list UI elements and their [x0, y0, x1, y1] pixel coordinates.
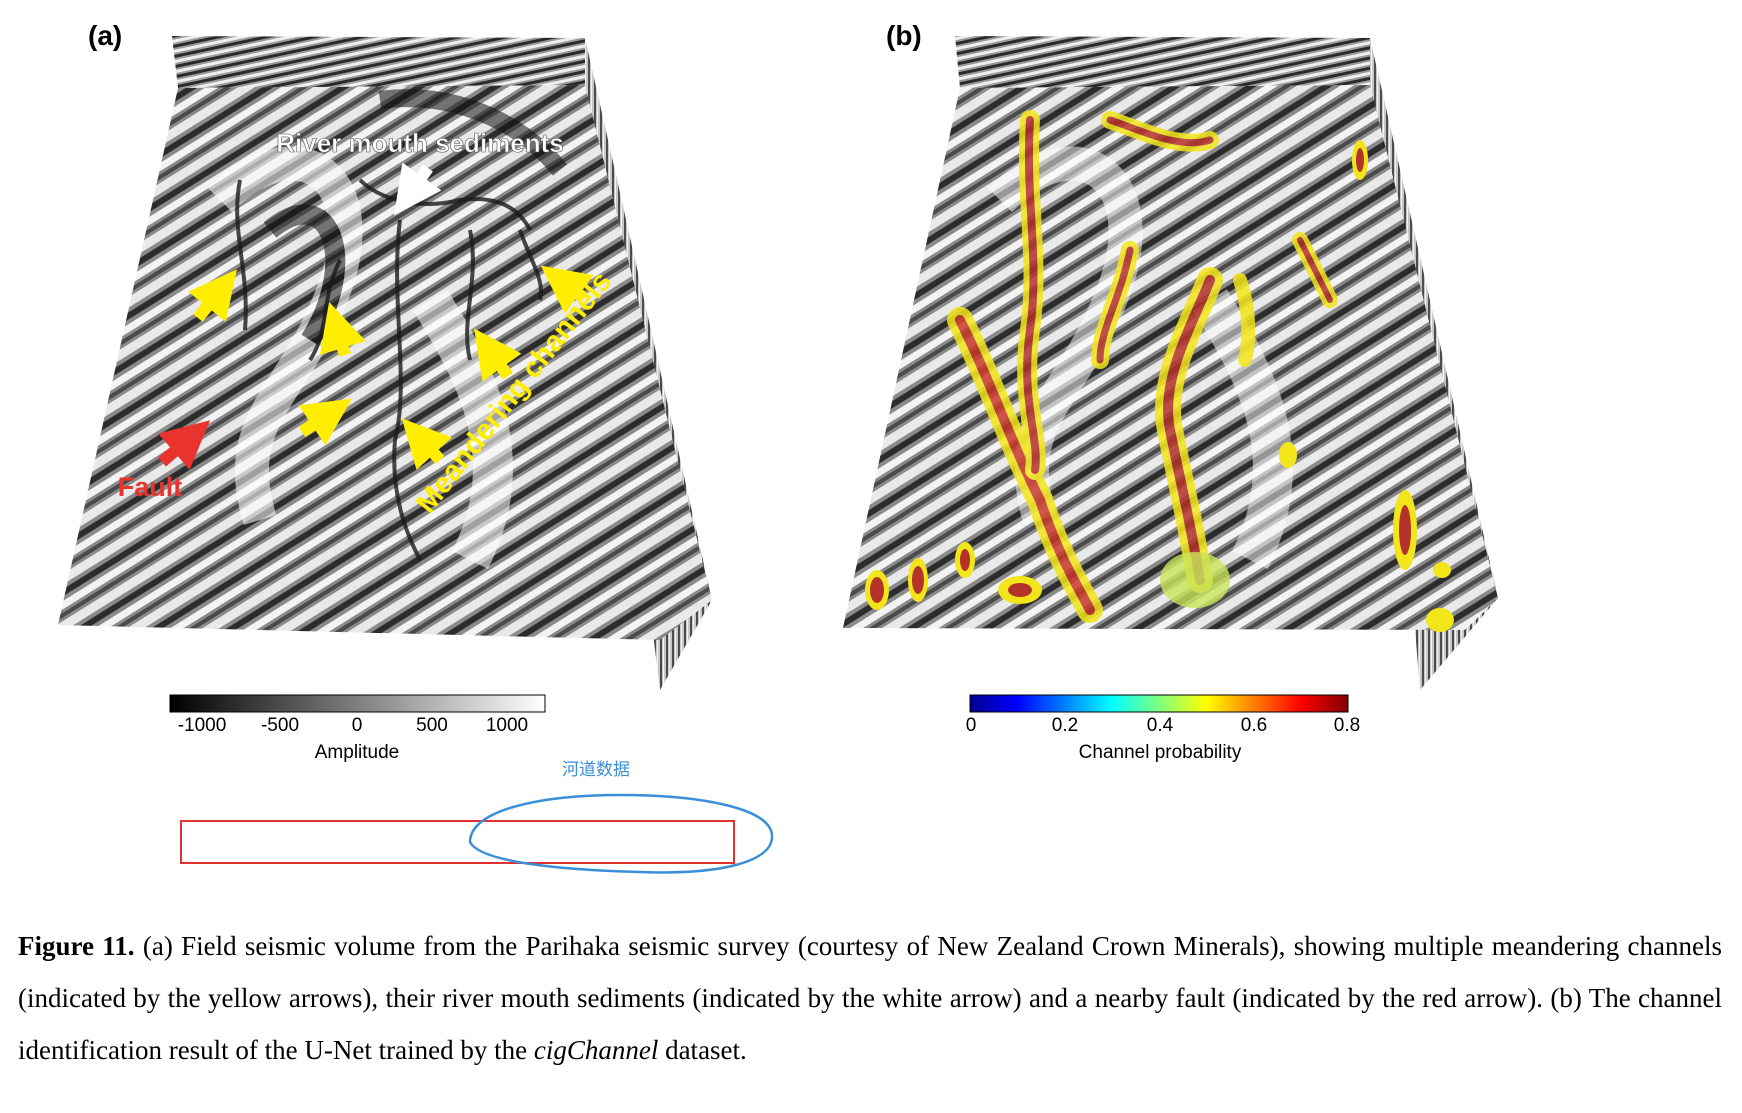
channel-arrows	[188, 265, 594, 470]
caption-ending: dataset.	[658, 1035, 747, 1065]
colorbar-tick: 0	[965, 715, 977, 736]
probability-colorbar-title: Channel probability	[1078, 742, 1242, 763]
river-mouth-label: River mouth sediments	[276, 128, 564, 158]
pen-circle	[468, 793, 774, 874]
colorbar-tick: -1000	[177, 715, 227, 736]
channel-arrow	[540, 265, 594, 314]
colorbar-tick: 0.4	[1146, 715, 1174, 736]
fault-label: Fault	[118, 472, 183, 502]
panel-b-top-face	[955, 36, 1370, 88]
channel-probability-overlay	[947, 110, 1338, 623]
caption-body: survey (courtesy of New Zealand Crown Mi…	[18, 931, 1722, 1065]
channel-arrow	[401, 418, 452, 470]
panel-a-top-face	[172, 36, 585, 88]
amplitude-colorbar-ticks: -1000 -500 0 500 1000	[0, 715, 1742, 739]
caption-highlighted-text: Field seismic volume from the Parihaka s…	[181, 931, 710, 961]
panel-a-main-slice	[58, 85, 712, 640]
amplitude-colorbar-title: Amplitude	[314, 742, 400, 763]
caption-part-a-prefix: (a)	[142, 931, 173, 961]
caption-dataset-name: cigChannel	[533, 1035, 659, 1065]
colorbar-tick: -500	[260, 715, 300, 736]
probability-colorbar	[969, 694, 1349, 713]
channel-arrow	[474, 328, 522, 382]
fault-arrow	[158, 420, 211, 470]
colorbar-tick: 0.6	[1240, 715, 1268, 736]
panel-a-label: (a)	[88, 20, 123, 51]
amplitude-colorbar	[169, 694, 546, 713]
colorbar-tick: 0	[351, 715, 363, 736]
probability-blobs	[865, 140, 1454, 632]
sediment-arrow	[394, 162, 442, 216]
highlight-box	[180, 820, 735, 864]
probability-colorbar-ticks: 0 0.2 0.4 0.6 0.8	[0, 715, 1742, 739]
handwritten-note: 河道数据	[562, 760, 630, 779]
panel-b-label: (b)	[886, 20, 922, 51]
panel-b-probability-volume	[843, 36, 1498, 690]
panel-a-seismic-volume: River mouth sediments Meandering channel…	[58, 36, 712, 690]
figure-caption: Figure 11. (a) Field seismic volume from…	[18, 920, 1722, 1076]
channel-arrow	[298, 398, 352, 446]
colorbar-tick: 0.2	[1051, 715, 1079, 736]
colorbar-tick: 1000	[485, 715, 529, 736]
colorbar-tick: 500	[416, 715, 448, 736]
colorbar-tick: 0.8	[1333, 715, 1361, 736]
channel-arrow	[188, 269, 237, 322]
figure-number: Figure 11.	[18, 931, 135, 961]
channel-arrow	[319, 302, 366, 357]
